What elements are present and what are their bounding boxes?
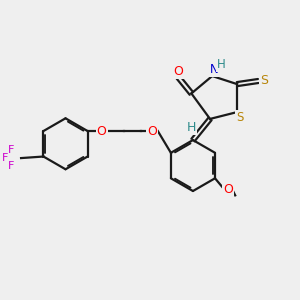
- Text: H: H: [187, 122, 196, 134]
- Text: F: F: [8, 161, 14, 171]
- Text: S: S: [260, 74, 268, 87]
- Text: H: H: [217, 58, 225, 71]
- Text: F: F: [8, 145, 14, 155]
- Text: F: F: [2, 153, 8, 163]
- Text: O: O: [173, 64, 183, 78]
- Text: O: O: [223, 183, 233, 196]
- Text: O: O: [97, 124, 106, 137]
- Text: O: O: [147, 124, 157, 137]
- Text: S: S: [236, 111, 243, 124]
- Text: N: N: [210, 63, 219, 76]
